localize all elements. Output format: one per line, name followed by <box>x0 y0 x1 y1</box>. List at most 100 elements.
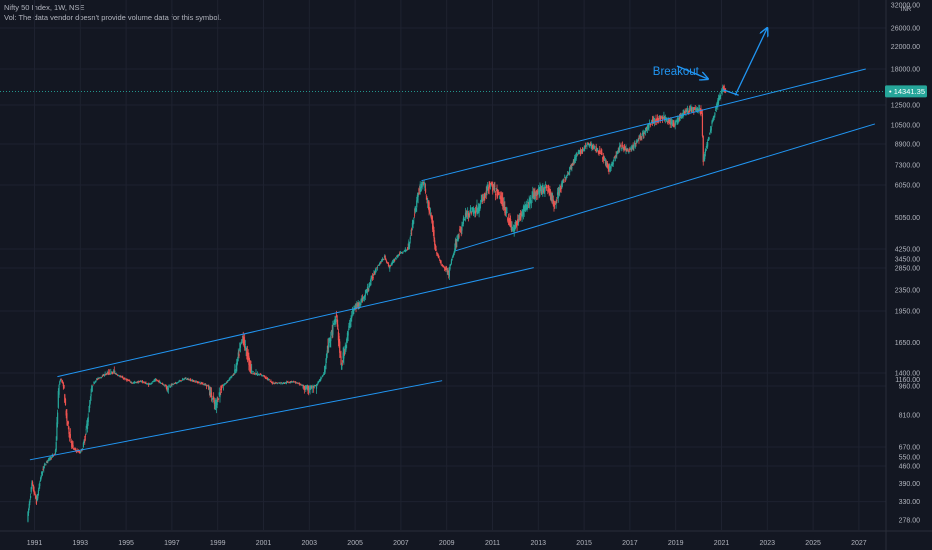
candle-down <box>54 453 56 455</box>
candle-down <box>515 221 517 225</box>
candle-up <box>227 380 229 382</box>
candle-up <box>137 381 139 383</box>
candle-down <box>455 239 457 245</box>
candle-down <box>467 213 469 216</box>
candle-up <box>691 108 693 110</box>
time-axis[interactable]: 1991 1993 1995 1997 1999 2001 2003 2005 2007 2009… <box>27 540 867 547</box>
candle-up <box>93 382 95 384</box>
candle-up <box>513 228 515 232</box>
candle-up <box>569 167 571 173</box>
candle-down <box>75 449 77 451</box>
candle-down <box>660 117 662 119</box>
candle-down <box>61 379 63 382</box>
candle-up <box>612 162 614 165</box>
candle-up <box>565 178 567 180</box>
candle-up <box>541 189 543 193</box>
candle-down <box>301 385 303 386</box>
candle-down <box>264 377 266 378</box>
candle-down <box>688 109 691 113</box>
candle-up <box>320 377 323 379</box>
candle-down <box>697 109 699 110</box>
candle-up <box>224 383 226 385</box>
candle-down <box>603 156 605 158</box>
candle-up <box>707 138 709 141</box>
candle-up <box>55 442 57 451</box>
candle-up <box>219 392 221 398</box>
candle-up <box>532 192 534 196</box>
candle-down <box>188 379 190 381</box>
candle-up <box>187 378 189 380</box>
candle-up <box>521 214 523 218</box>
candle-up <box>616 153 618 156</box>
candle-up <box>90 393 92 397</box>
candle-down <box>136 382 138 383</box>
candle-up <box>278 382 281 384</box>
year-tick-label: 1995 <box>118 540 134 547</box>
candle-up <box>397 254 399 257</box>
upper-channel-bottom-line[interactable] <box>455 123 876 252</box>
candle-up <box>57 390 59 408</box>
candle-up <box>524 204 526 210</box>
lower-channel-bottom-line[interactable] <box>29 380 443 461</box>
candle-up <box>550 195 552 201</box>
candle-up <box>477 206 480 213</box>
year-tick-label: 1999 <box>210 540 226 547</box>
candle-down <box>84 435 87 437</box>
breakout-arrow-dip-line[interactable] <box>722 89 739 96</box>
candle-up <box>462 224 464 226</box>
price-tick-label: 810.00 <box>899 412 921 419</box>
trendlines[interactable] <box>29 28 876 461</box>
candle-up <box>333 319 335 323</box>
breakout-arrow-up-line[interactable] <box>734 28 767 96</box>
candle-up <box>391 262 393 265</box>
candle-up <box>292 381 294 383</box>
candle-down <box>443 267 446 269</box>
candle-up <box>231 376 233 378</box>
candle-up <box>325 353 328 360</box>
candle-up <box>568 172 570 174</box>
candle-down <box>193 380 195 382</box>
candle-down <box>283 383 286 384</box>
candle-up <box>351 310 354 312</box>
candle-up <box>146 383 148 385</box>
candle-down <box>384 256 386 260</box>
candle-up <box>552 198 554 200</box>
candle-up <box>661 116 663 118</box>
lower-channel-top-line[interactable] <box>57 267 534 378</box>
candle-up <box>118 375 120 377</box>
candle-up <box>211 397 213 400</box>
price-axis[interactable]: 278.00 330.00 390.00 460.00 550.00 670.00 810.… <box>891 2 920 524</box>
candle-up <box>281 383 283 385</box>
candle-up <box>207 385 209 386</box>
candle-down <box>103 374 105 376</box>
candle-up <box>613 159 615 162</box>
candle-up <box>574 157 576 163</box>
candle-up <box>716 102 718 104</box>
candle-up <box>356 304 358 307</box>
candle-down <box>101 375 103 377</box>
candle-up <box>479 204 481 211</box>
upper-channel-top-line[interactable] <box>421 68 866 182</box>
candle-up <box>566 176 568 178</box>
candle-down <box>129 381 132 383</box>
candle-down <box>303 389 305 391</box>
candle-up <box>689 108 691 111</box>
candle-up <box>396 255 399 258</box>
candle-up <box>375 269 377 272</box>
candle-up <box>41 471 44 476</box>
candle-up <box>252 371 254 373</box>
candle-down <box>298 383 300 385</box>
candle-down <box>584 146 587 147</box>
candle-down <box>251 373 254 375</box>
price-tick-label: 26000.00 <box>891 26 920 33</box>
candle-down <box>186 378 189 380</box>
candle-up <box>522 214 524 216</box>
candle-up <box>173 383 175 385</box>
candle-up <box>717 97 720 104</box>
candle-up <box>95 380 97 382</box>
candle-down <box>295 382 297 384</box>
breakout-pointer-arrow <box>676 65 708 79</box>
candle-down <box>108 373 110 375</box>
candle-up <box>160 383 162 385</box>
